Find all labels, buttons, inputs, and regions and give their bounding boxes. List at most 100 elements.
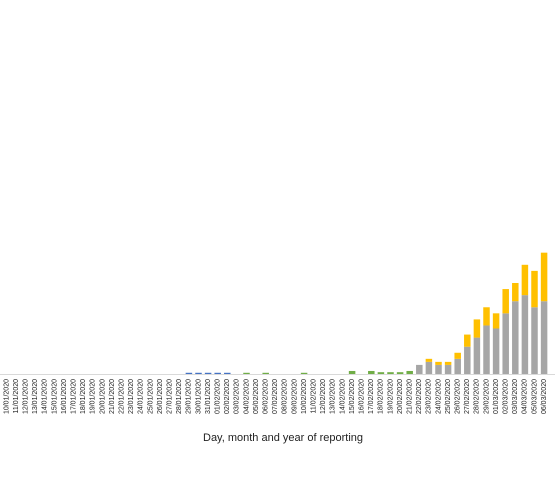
bar-segment-3-06-02-2020 <box>262 372 269 374</box>
x-tick-label: 26/02/2020 <box>455 379 462 414</box>
x-tick-label: 28/02/2020 <box>474 379 481 414</box>
x-tick-label: 10/01/2020 <box>3 379 10 414</box>
bar-segment-1-02-03-2020 <box>502 313 509 374</box>
bar-segment-3-10-02-2020 <box>300 372 308 374</box>
x-tick-label: 17/01/2020 <box>71 379 78 414</box>
x-axis-title: Day, month and year of reporting <box>203 432 363 444</box>
x-tick-label: 31/01/2020 <box>205 379 212 414</box>
bar-segment-3-04-02-2020 <box>243 372 250 374</box>
x-tick-label: 01/02/2020 <box>215 379 222 414</box>
x-tick-label: 12/01/2020 <box>23 379 30 414</box>
bar-segment-2-01-03-2020 <box>492 313 500 329</box>
bar-segment-1-04-03-2020 <box>521 295 529 374</box>
x-tick-label: 02/02/2020 <box>224 379 231 414</box>
x-tick-label: 15/02/2020 <box>349 379 356 414</box>
x-tick-label: 29/01/2020 <box>186 379 193 414</box>
x-tick-label: 11/02/2020 <box>311 379 318 414</box>
bar-segment-4-02-02-2020 <box>224 372 231 374</box>
x-tick-label: 04/03/2020 <box>522 379 529 414</box>
x-tick-label: 02/03/2020 <box>503 379 510 414</box>
x-tick-label: 04/02/2020 <box>243 379 250 414</box>
bar-segment-1-29-02-2020 <box>483 325 490 374</box>
x-tick-label: 05/02/2020 <box>253 379 260 414</box>
x-tick-label: 17/02/2020 <box>368 379 375 414</box>
x-tick-label: 25/01/2020 <box>147 379 154 414</box>
x-tick-label: 13/01/2020 <box>32 379 39 414</box>
x-tick-label: 11/01/2020 <box>13 379 20 414</box>
bar-segment-3-20-02-2020 <box>396 372 404 374</box>
bar-segment-2-24-02-2020 <box>435 361 442 365</box>
bars-group <box>185 252 548 374</box>
bar-segment-4-01-02-2020 <box>214 372 221 374</box>
x-tick-label: 16/02/2020 <box>359 379 366 414</box>
x-tick-label: 24/02/2020 <box>435 379 442 414</box>
x-tick-label: 30/01/2020 <box>195 379 202 414</box>
x-tick-label: 19/02/2020 <box>387 379 394 414</box>
bar-segment-2-06-03-2020 <box>540 252 548 302</box>
bar-segment-2-25-02-2020 <box>444 361 452 365</box>
bar-segment-2-03-03-2020 <box>512 283 519 302</box>
bar-segment-3-18-02-2020 <box>377 372 385 374</box>
x-tick-label: 23/01/2020 <box>128 379 135 414</box>
x-tick-label: 22/01/2020 <box>119 379 126 414</box>
x-tick-label: 07/02/2020 <box>272 379 279 414</box>
x-tick-label: 18/01/2020 <box>80 379 87 414</box>
bar-segment-4-30-01-2020 <box>195 372 202 374</box>
x-tick-label: 06/02/2020 <box>263 379 270 414</box>
x-tick-label: 20/02/2020 <box>397 379 404 414</box>
x-tick-label: 05/03/2020 <box>531 379 538 414</box>
x-tick-labels: 10/01/2020 11/01/2020 12/01/2020 13/01/2020… <box>3 379 548 414</box>
bar-segment-3-17-02-2020 <box>368 370 375 374</box>
bar-segment-4-29-01-2020 <box>185 372 193 374</box>
x-tick-label: 27/01/2020 <box>167 379 174 414</box>
bar-segment-2-26-02-2020 <box>454 352 461 359</box>
x-tick-label: 16/01/2020 <box>61 379 68 414</box>
x-tick-label: 01/03/2020 <box>493 379 500 414</box>
bar-segment-1-01-03-2020 <box>492 328 500 374</box>
x-tick-label: 19/01/2020 <box>90 379 97 414</box>
bar-segment-3-19-02-2020 <box>387 372 394 374</box>
bar-segment-2-23-02-2020 <box>425 358 433 362</box>
bar-segment-4-31-01-2020 <box>204 372 212 374</box>
x-tick-label: 08/02/2020 <box>282 379 289 414</box>
bar-segment-1-28-02-2020 <box>473 337 481 374</box>
bar-segment-1-06-03-2020 <box>540 301 548 374</box>
x-tick-label: 09/02/2020 <box>291 379 298 414</box>
bar-segment-1-26-02-2020 <box>454 358 461 374</box>
bar-segment-1-24-02-2020 <box>435 364 442 374</box>
bar-segment-1-03-03-2020 <box>512 301 519 374</box>
x-tick-label: 21/01/2020 <box>109 379 116 414</box>
bar-segment-3-21-02-2020 <box>406 370 413 374</box>
bar-segment-2-02-03-2020 <box>502 289 509 314</box>
x-tick-label: 14/02/2020 <box>339 379 346 414</box>
x-tick-label: 10/02/2020 <box>301 379 308 414</box>
bar-segment-2-28-02-2020 <box>473 319 481 338</box>
bar-segment-1-05-03-2020 <box>531 307 538 374</box>
x-tick-label: 23/02/2020 <box>426 379 433 414</box>
x-tick-label: 28/01/2020 <box>176 379 183 414</box>
x-tick-label: 29/02/2020 <box>483 379 490 414</box>
bar-segment-1-22-02-2020 <box>416 364 423 374</box>
x-tick-label: 12/02/2020 <box>320 379 327 414</box>
bar-segment-1-23-02-2020 <box>425 361 433 374</box>
x-tick-label: 18/02/2020 <box>378 379 385 414</box>
x-tick-label: 22/02/2020 <box>416 379 423 414</box>
x-tick-label: 26/01/2020 <box>157 379 164 414</box>
x-tick-label: 03/03/2020 <box>512 379 519 414</box>
x-tick-label: 21/02/2020 <box>407 379 414 414</box>
x-tick-label: 15/01/2020 <box>51 379 58 414</box>
x-tick-label: 25/02/2020 <box>445 379 452 414</box>
bar-segment-2-27-02-2020 <box>464 334 471 347</box>
bar-segment-2-05-03-2020 <box>531 270 538 308</box>
bar-segment-3-15-02-2020 <box>348 370 356 374</box>
x-tick-label: 06/03/2020 <box>541 379 548 414</box>
x-tick-label: 14/01/2020 <box>42 379 49 414</box>
x-tick-label: 20/01/2020 <box>99 379 106 414</box>
x-tick-label: 03/02/2020 <box>234 379 241 414</box>
bar-segment-1-27-02-2020 <box>464 346 471 374</box>
bar-segment-2-29-02-2020 <box>483 307 490 326</box>
x-tick-label: 24/01/2020 <box>138 379 145 414</box>
bar-segment-1-25-02-2020 <box>444 364 452 374</box>
bar-segment-2-04-03-2020 <box>521 264 529 296</box>
